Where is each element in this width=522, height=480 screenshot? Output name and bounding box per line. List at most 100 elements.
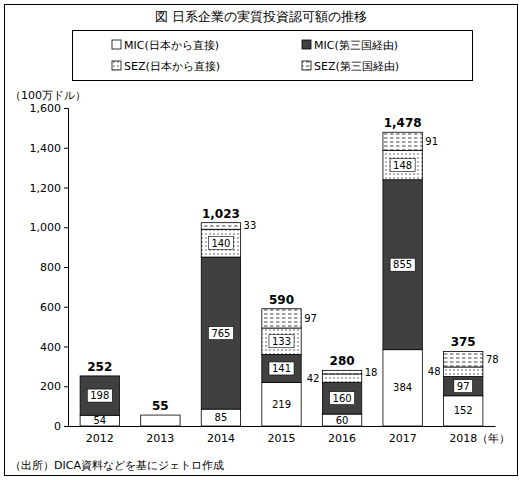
legend-label: MIC(日本から直接) bbox=[124, 39, 219, 52]
y-tick-label: 1,000 bbox=[30, 221, 62, 234]
x-tick-label: 2017 bbox=[389, 432, 417, 445]
x-tick: 2017 bbox=[389, 432, 417, 445]
bar-segment bbox=[201, 223, 240, 230]
x-tick-label: 2016 bbox=[328, 432, 356, 445]
y-tick: 400 bbox=[40, 341, 68, 354]
bar-segment bbox=[80, 415, 119, 426]
y-tick-mark bbox=[64, 347, 68, 348]
data-label-box bbox=[330, 392, 355, 405]
total-label: 55 bbox=[152, 399, 169, 413]
y-tick-label: 1,200 bbox=[30, 182, 62, 195]
bar-segment bbox=[444, 351, 483, 367]
data-label: 42 bbox=[307, 373, 320, 384]
data-label: 140 bbox=[211, 238, 230, 249]
data-label-box bbox=[87, 389, 112, 402]
y-tick-label: 800 bbox=[40, 261, 61, 274]
data-label: 54 bbox=[93, 415, 106, 426]
data-label-box bbox=[390, 258, 415, 271]
y-tick: 1,200 bbox=[30, 182, 69, 195]
total-label: 590 bbox=[269, 293, 294, 307]
data-label-box bbox=[390, 159, 415, 172]
bar-segment bbox=[444, 396, 483, 426]
y-tick: 0 bbox=[54, 420, 68, 433]
bar-segment bbox=[262, 354, 301, 382]
data-label-box bbox=[454, 380, 473, 393]
legend-label: SEZ(第三国経由) bbox=[314, 60, 399, 73]
frame bbox=[5, 5, 518, 476]
total-label: 252 bbox=[87, 360, 112, 374]
data-label: 219 bbox=[272, 399, 291, 410]
data-label-box bbox=[208, 237, 233, 250]
total-label: 375 bbox=[451, 335, 476, 349]
x-tick: 2013 bbox=[146, 432, 174, 445]
x-tick: 2018 bbox=[449, 432, 477, 445]
y-tick-mark bbox=[64, 267, 68, 268]
bar-segment bbox=[262, 328, 301, 354]
y-tick-label: 1,400 bbox=[30, 142, 62, 155]
x-axis-line bbox=[69, 426, 496, 427]
legend-label: MIC(第三国経由) bbox=[314, 39, 398, 52]
x-tick-label: 2014 bbox=[207, 432, 235, 445]
data-label: 160 bbox=[333, 393, 352, 404]
data-label: 855 bbox=[393, 259, 412, 270]
y-tick-mark bbox=[64, 108, 68, 109]
bar-segment bbox=[444, 377, 483, 396]
y-tick-label: 0 bbox=[54, 420, 61, 433]
legend-swatch bbox=[302, 61, 311, 70]
bar-segment bbox=[383, 350, 422, 426]
x-axis: 2012 2013 2014 2015 2016 2017 2018 bbox=[69, 427, 496, 445]
bar-segment bbox=[201, 257, 240, 409]
data-label: 48 bbox=[428, 366, 441, 377]
chart: 図 日系企業の実質投資認可額の推移MIC(日本から直接)MIC(第三国経由)SE… bbox=[0, 0, 522, 480]
data-label: 198 bbox=[90, 390, 109, 401]
y-tick-mark bbox=[64, 227, 68, 228]
bar-segment bbox=[383, 180, 422, 350]
bar-segment bbox=[322, 370, 361, 374]
y-axis-title: （100万ドル） bbox=[10, 89, 86, 102]
bar-segment bbox=[262, 309, 301, 328]
y-tick-label: 600 bbox=[40, 301, 61, 314]
data-label: 91 bbox=[425, 136, 438, 147]
legend-swatch bbox=[112, 40, 121, 49]
y-tick-mark bbox=[64, 148, 68, 149]
y-tick-mark bbox=[64, 188, 68, 189]
y-tick-mark bbox=[64, 307, 68, 308]
data-label: 148 bbox=[393, 160, 412, 171]
legend-swatch bbox=[112, 61, 121, 70]
data-label-box bbox=[269, 335, 294, 348]
bar-segment bbox=[141, 415, 180, 416]
bar-segment bbox=[201, 229, 240, 257]
x-tick-label: 2015 bbox=[268, 432, 296, 445]
x-tick: 2015 bbox=[268, 432, 296, 445]
bar-segment bbox=[444, 367, 483, 377]
bar-segment bbox=[201, 409, 240, 426]
x-tick-label: 2013 bbox=[146, 432, 174, 445]
total-label: 1,478 bbox=[384, 116, 422, 130]
y-tick: 1,600 bbox=[30, 102, 69, 115]
data-label-box bbox=[208, 327, 233, 340]
y-tick-label: 1,600 bbox=[30, 102, 62, 115]
y-tick: 1,000 bbox=[30, 221, 69, 234]
data-label-box bbox=[269, 362, 294, 375]
data-label: 384 bbox=[393, 382, 412, 393]
data-label: 133 bbox=[272, 336, 291, 347]
data-label: 97 bbox=[457, 381, 470, 392]
bar-segment bbox=[141, 415, 180, 426]
data-label: 18 bbox=[365, 367, 378, 378]
bar-segment bbox=[383, 132, 422, 150]
bar-segment bbox=[322, 414, 361, 426]
y-tick: 200 bbox=[40, 380, 68, 393]
total-label: 280 bbox=[330, 354, 355, 368]
bar-segment bbox=[262, 382, 301, 426]
data-label: 78 bbox=[486, 354, 499, 365]
y-tick-mark bbox=[64, 426, 68, 427]
bar-segment bbox=[322, 374, 361, 382]
y-tick-label: 200 bbox=[40, 380, 61, 393]
x-tick: 2012 bbox=[86, 432, 114, 445]
x-axis-title: （年） bbox=[477, 432, 510, 445]
data-label: 33 bbox=[244, 220, 257, 231]
source-note: （出所）DICA資料などを基にジェトロ作成 bbox=[10, 459, 224, 472]
data-label: 141 bbox=[272, 363, 291, 374]
total-labels: 252551,0235902801,478375 bbox=[87, 116, 475, 413]
bar-segment bbox=[141, 415, 180, 416]
